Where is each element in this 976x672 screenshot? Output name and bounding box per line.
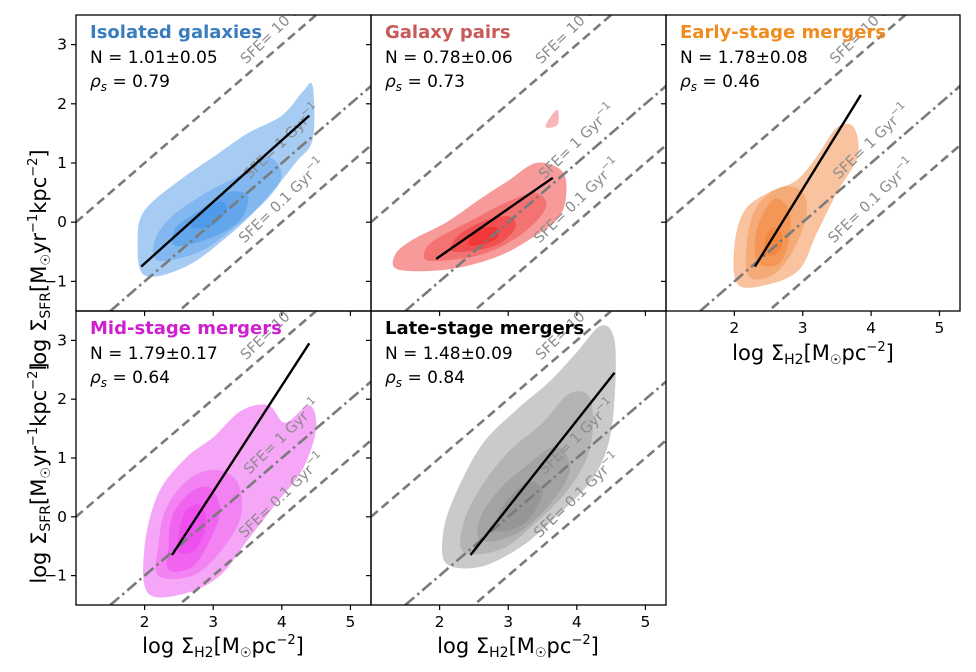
x-tick-label: 2: [140, 613, 150, 631]
y-tick-label: 1: [57, 449, 67, 467]
fit-slope-text: N = 0.78±0.06: [385, 48, 513, 68]
xlabel-3: log ΣH2[M☉pc−2]: [732, 340, 894, 368]
density-contour-2: [423, 192, 547, 261]
sfe-line-3: [176, 144, 371, 311]
xlabel-2: log ΣH2[M☉pc−2]: [437, 633, 599, 661]
density-contour-4: [763, 227, 783, 256]
density-contour-3: [171, 191, 249, 247]
spearman-text: ρs = 0.73: [385, 72, 465, 94]
y-tick-label: −1: [44, 272, 67, 290]
fit-slope-text: N = 1.48±0.09: [385, 344, 513, 364]
sfe-line-3: [471, 144, 666, 311]
sfe-label-1: SFE= 10 Gyr−1: [529, 0, 622, 67]
panel-title: Mid-stage mergers: [90, 318, 282, 339]
y-tick-label: 2: [57, 390, 67, 408]
density-contour-5: [545, 109, 559, 128]
y-tick-label: 3: [57, 36, 67, 54]
x-tick-label: 5: [345, 613, 355, 631]
density-contour-2: [152, 157, 282, 262]
fit-line: [435, 176, 554, 260]
sfe-line-1: [666, 15, 908, 224]
sfe-line-1: [371, 311, 614, 518]
sfe-line-2: [403, 380, 666, 605]
panel-title: Early-stage mergers: [680, 22, 886, 43]
x-tick-label: 3: [208, 613, 218, 631]
sfe-line-2: [108, 380, 371, 605]
density-contour-4: [495, 481, 543, 532]
spearman-text: ρs = 0.84: [385, 368, 465, 390]
sfe-line-1: [76, 311, 319, 518]
y-tick-label: −1: [44, 567, 67, 585]
x-tick-label: 4: [866, 319, 876, 337]
y-tick-label: 0: [57, 508, 67, 526]
xlabel-1: log ΣH2[M☉pc−2]: [142, 633, 304, 661]
y-tick-label: 0: [57, 213, 67, 231]
spearman-text: ρs = 0.64: [90, 368, 170, 390]
sfe-line-3: [176, 439, 371, 605]
y-tick-label: 3: [57, 331, 67, 349]
sfe-line-3: [471, 439, 666, 605]
y-tick-label: 2: [57, 95, 67, 113]
x-tick-label: 2: [435, 613, 445, 631]
fit-line: [753, 94, 862, 268]
panel-title: Isolated galaxies: [90, 22, 262, 43]
x-tick-label: 5: [935, 319, 945, 337]
fit-slope-text: N = 1.78±0.08: [680, 48, 808, 68]
panel-title: Late-stage mergers: [385, 318, 584, 339]
density-contour-2: [155, 469, 243, 579]
density-contour-3: [450, 216, 516, 253]
x-tick-label: 5: [640, 613, 650, 631]
x-tick-label: 3: [798, 319, 808, 337]
fit-line: [140, 114, 311, 268]
fit-line: [469, 371, 616, 556]
ylabel-top: log ΣSFR[M☉yr−1kpc−2]: [26, 149, 54, 370]
y-tick-label: 1: [57, 154, 67, 172]
density-contour-1: [392, 162, 567, 272]
ylabel-bottom: log ΣSFR[M☉yr−1kpc−2]: [26, 362, 54, 583]
sfe-line-2: [403, 85, 666, 311]
spearman-text: ρs = 0.46: [680, 72, 760, 94]
density-contour-1: [441, 325, 616, 569]
density-contour-1: [137, 82, 315, 277]
sfe-line-3: [766, 144, 960, 311]
spearman-text: ρs = 0.79: [90, 72, 170, 94]
density-contour-2: [460, 391, 594, 555]
sfe-line-1: [371, 15, 614, 224]
x-tick-label: 2: [729, 319, 739, 337]
density-contour-3: [754, 198, 791, 267]
fit-slope-text: N = 1.01±0.05: [90, 48, 218, 68]
density-contour-1: [733, 123, 859, 288]
x-tick-label: 4: [572, 613, 582, 631]
x-tick-label: 3: [503, 613, 513, 631]
x-tick-label: 4: [277, 613, 287, 631]
density-contour-4: [190, 201, 228, 229]
fit-line: [171, 342, 311, 556]
sfe-line-2: [698, 85, 960, 311]
sfe-line-2: [108, 85, 371, 311]
panel-title: Galaxy pairs: [385, 22, 511, 43]
sfe-line-1: [76, 15, 319, 224]
fit-slope-text: N = 1.79±0.17: [90, 344, 218, 364]
density-contour-3: [166, 486, 221, 572]
